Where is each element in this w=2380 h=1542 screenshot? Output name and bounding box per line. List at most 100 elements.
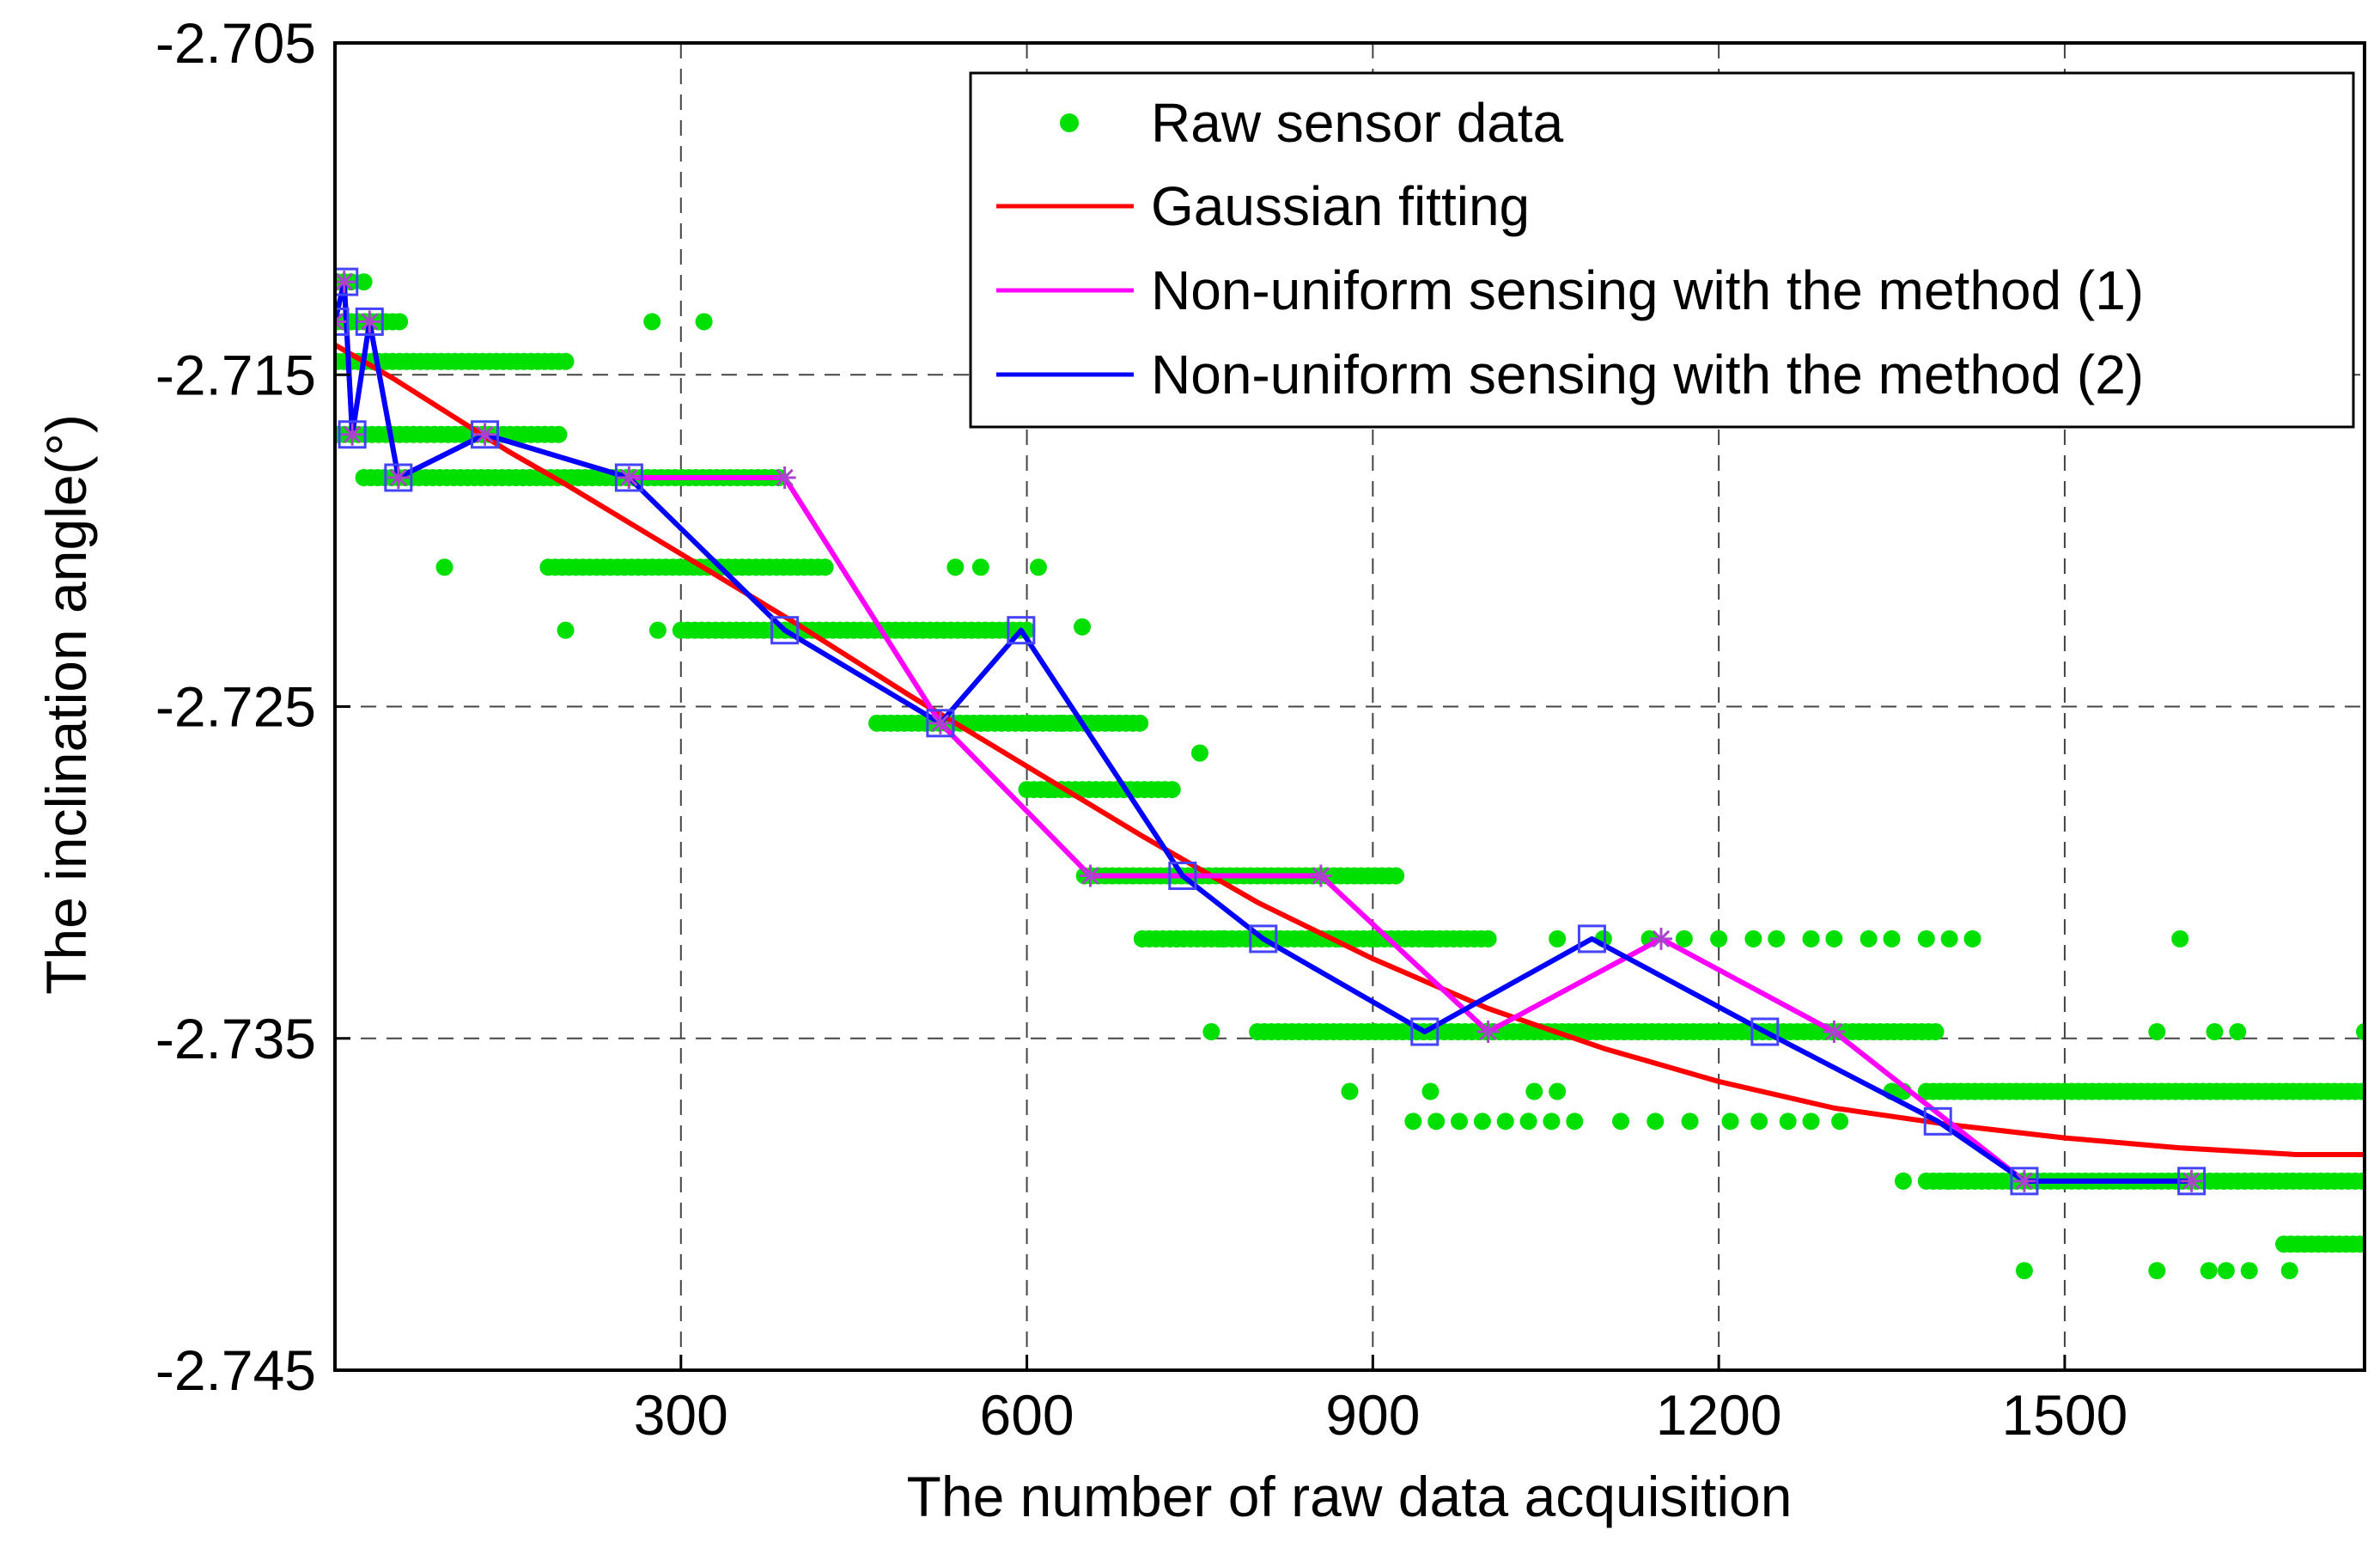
legend-label-raw: Raw sensor data [1151,92,1564,154]
raw-data-point [557,621,575,639]
x-tick-label: 1200 [1656,1383,1782,1447]
y-tick-label: -2.745 [155,1338,316,1402]
method2-square-marker [1410,1017,1440,1046]
raw-data-point [1825,929,1843,948]
raw-data-point [1163,781,1181,799]
raw-data-point [1451,1112,1469,1131]
method2-square-marker [770,616,800,645]
raw-data-point [816,558,834,576]
raw-data-point [1549,1082,1567,1100]
raw-data-point [1074,618,1092,636]
method2-square-marker [614,463,643,492]
raw-data-point [2229,1023,2247,1041]
raw-data-point [1131,714,1149,732]
legend-marker-raw [1060,113,1079,132]
method2-square-marker [1249,924,1278,954]
y-tick-label: -2.705 [155,11,316,75]
raw-data-point [1883,929,1901,948]
raw-data-point [1387,867,1405,885]
raw-data-point [435,558,453,576]
raw-data-point [2280,1262,2298,1280]
raw-data-point [2240,1262,2258,1280]
raw-data-point [1473,1112,1491,1131]
raw-data-point [1364,929,1382,948]
raw-data-point [1549,929,1567,948]
raw-data-point [1802,1112,1820,1131]
method1-star-marker [1476,1021,1500,1044]
raw-data-point [2356,1023,2365,1041]
raw-data-point [1940,1172,1958,1190]
raw-data-point [2353,1082,2365,1100]
method1-star-marker [1079,864,1102,887]
method1-star-marker [773,466,796,489]
raw-data-point [971,558,989,576]
raw-data-point [1963,929,1981,948]
raw-data-point [1202,1023,1220,1041]
raw-data-point [1052,714,1070,732]
method2-square-marker [1923,1106,1952,1136]
legend-label-method1: Non-uniform sensing with the method (1) [1151,259,2144,321]
raw-data-point [391,313,409,331]
raw-data-point [643,313,661,331]
method2-square-marker [2010,1167,2039,1196]
raw-data-point [1612,1112,1630,1131]
legend-box [969,71,2355,429]
raw-data-point [2206,1023,2224,1041]
raw-data-point [648,621,667,639]
y-tick-label: -2.735 [155,1007,316,1070]
raw-data-point [1168,929,1186,948]
raw-data-point [1525,1082,1543,1100]
method1-star-marker [2012,1169,2036,1192]
raw-data-point [1675,929,1693,948]
raw-data-point [1860,929,1878,948]
raw-data-point [1681,1112,1699,1131]
raw-data-point [1427,1112,1446,1131]
raw-data-point [1710,929,1728,948]
raw-data-point [2217,1262,2235,1280]
raw-data-point [355,273,373,291]
raw-data-point [2171,929,2189,948]
legend-label-gaussian: Gaussian fitting [1151,175,1530,237]
raw-data-point [1404,1112,1422,1131]
method2-square-marker [2177,1167,2207,1196]
x-tick-label: 1500 [2002,1383,2128,1447]
raw-data-point [947,558,965,576]
method2-square-marker [1750,1017,1780,1046]
raw-data-point [2148,1262,2166,1280]
x-axis-title: The number of raw data acquisition [907,1465,1793,1528]
y-axis-title: The inclination angle(°) [34,414,98,995]
raw-data-point [550,425,568,443]
method2-square-marker [1007,616,1036,645]
method2-square-marker [335,267,359,296]
raw-data-point [1721,1112,1739,1131]
method2-square-marker [926,709,955,738]
method2-square-marker [384,463,413,492]
raw-data-point [2200,1262,2218,1280]
method2-square-marker [355,307,384,336]
raw-data-point [1750,1112,1768,1131]
raw-data-point [1519,1112,1537,1131]
raw-data-point [1927,1023,1945,1041]
x-tick-label: 600 [980,1383,1074,1447]
raw-data-point [1917,929,1935,948]
raw-data-point [1894,1172,1912,1190]
raw-data-point [1779,1112,1797,1131]
raw-data-point [1214,929,1232,948]
x-tick-label: 300 [634,1383,728,1447]
axis-ticks: 300 600 900 1200 1500 -2.705 -2.715 -2.725 -2.73… [155,11,2127,1447]
raw-data-point [557,352,575,370]
x-tick-label: 900 [1325,1383,1420,1447]
method2-square-marker [335,307,350,336]
legend-label-method2: Non-uniform sensing with the method (2) [1151,344,2144,405]
method1-star-marker [1823,1021,1846,1044]
raw-data-point [2148,1023,2166,1041]
raw-data-point [2353,1172,2365,1190]
raw-data-point [1802,929,1820,948]
raw-data-point [1496,1112,1514,1131]
raw-data-point [695,313,713,331]
raw-data-point [1831,1112,1849,1131]
method2-square-marker [338,420,367,449]
method2-square-marker [1577,924,1606,954]
raw-data-point [1479,929,1497,948]
